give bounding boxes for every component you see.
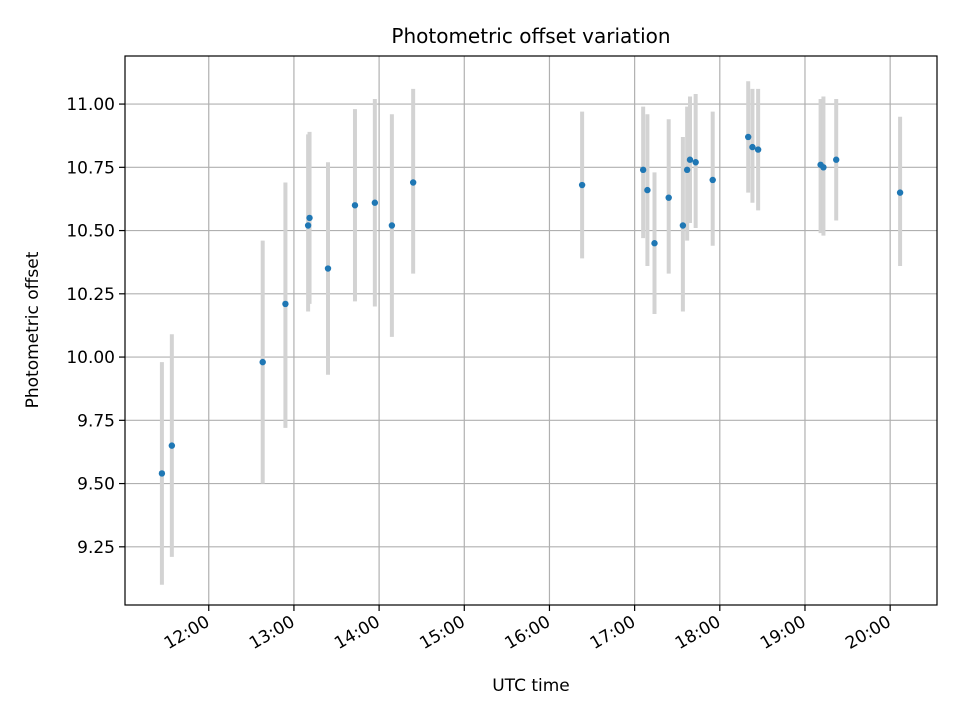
y-tick-label: 10.25	[66, 285, 115, 305]
y-tick-label: 9.50	[77, 475, 115, 495]
chart-title: Photometric offset variation	[391, 24, 670, 48]
data-point	[683, 166, 691, 174]
data-point	[639, 166, 647, 174]
data-point	[578, 181, 586, 189]
y-tick-label: 10.50	[66, 222, 115, 242]
data-point	[679, 222, 687, 229]
y-axis-label: Photometric offset	[23, 251, 43, 408]
data-points	[158, 133, 904, 477]
y-tick-label: 9.25	[77, 538, 115, 558]
x-axis-label: UTC time	[492, 676, 570, 696]
y-tick-label: 9.75	[77, 411, 115, 431]
data-point	[686, 156, 694, 163]
data-point	[324, 265, 332, 272]
data-point	[665, 194, 672, 201]
data-point	[282, 300, 289, 308]
y-tick-label: 11.00	[66, 95, 115, 115]
data-point	[651, 240, 658, 247]
data-point	[371, 199, 379, 206]
y-tick-label: 10.00	[66, 348, 115, 368]
data-point	[168, 442, 176, 449]
data-point	[749, 143, 756, 151]
data-point	[820, 164, 827, 171]
data-point	[351, 202, 359, 209]
data-point	[304, 222, 312, 229]
data-point	[409, 179, 417, 186]
data-point	[833, 156, 840, 163]
y-tick-label: 10.75	[66, 158, 115, 178]
data-point	[709, 176, 716, 184]
plot-frame	[124, 55, 938, 606]
data-point	[644, 186, 651, 194]
data-point	[744, 133, 752, 141]
data-point	[388, 222, 396, 229]
data-point	[158, 470, 166, 477]
data-point	[896, 189, 904, 196]
grid-lines	[125, 56, 937, 605]
data-point	[259, 358, 266, 366]
data-point	[754, 146, 762, 153]
data-point	[692, 159, 699, 166]
data-point	[306, 214, 313, 222]
